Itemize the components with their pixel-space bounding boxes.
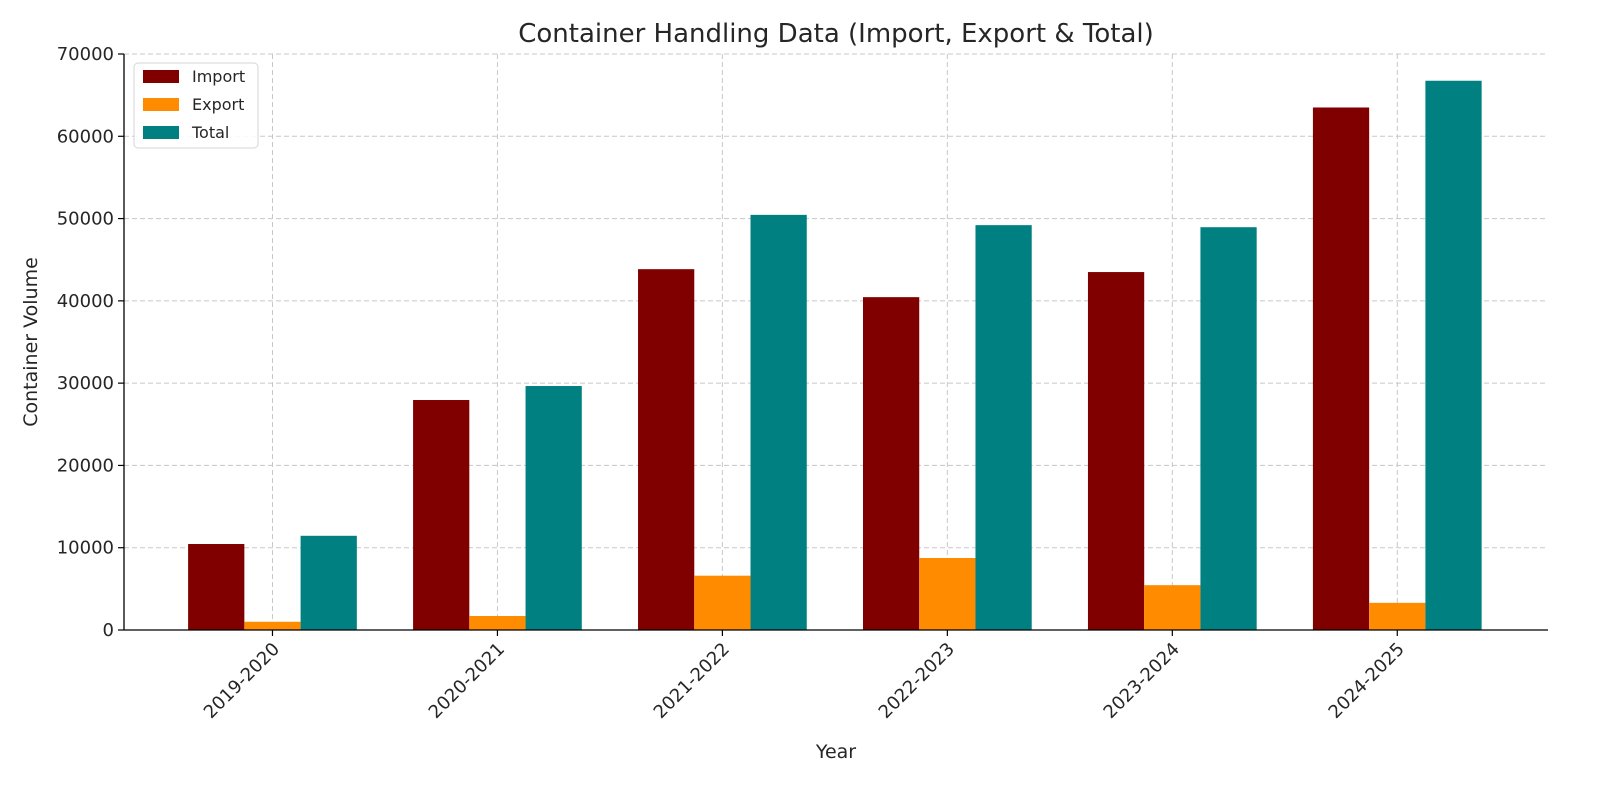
- bars: [188, 80, 1482, 630]
- y-tick-label: 50000: [57, 209, 114, 230]
- y-tick-label: 20000: [57, 455, 114, 476]
- bar-import: [862, 297, 920, 630]
- y-tick-label: 10000: [57, 538, 114, 559]
- y-tick-label: 60000: [57, 126, 114, 147]
- y-tick-label: 0: [103, 620, 114, 641]
- bar-export: [469, 616, 526, 630]
- bar-export: [1369, 602, 1426, 630]
- grid: [124, 53, 1548, 631]
- bar-export: [1144, 585, 1201, 630]
- legend-swatch-total: [143, 126, 179, 139]
- legend-swatch-import: [143, 70, 179, 83]
- bar-export: [694, 575, 751, 630]
- x-axis-label: Year: [815, 741, 856, 763]
- legend-label-total: Total: [191, 123, 229, 142]
- x-tick-label: 2022-2023: [875, 639, 959, 723]
- bar-total: [1200, 227, 1257, 630]
- y-axis-label: Container Volume: [20, 257, 42, 427]
- bar-export: [244, 621, 301, 630]
- bar-total: [525, 386, 582, 630]
- bar-total: [750, 214, 807, 630]
- x-tick-label: 2020-2021: [425, 639, 509, 723]
- legend-label-export: Export: [192, 95, 244, 114]
- y-tick-label: 40000: [57, 291, 114, 312]
- bar-import: [413, 400, 470, 630]
- bar-export: [919, 558, 976, 630]
- chart-title: Container Handling Data (Import, Export …: [518, 19, 1154, 49]
- x-tick-label: 2019-2020: [200, 639, 284, 723]
- y-tick-label: 30000: [57, 373, 114, 394]
- y-tick-label: 70000: [57, 44, 114, 65]
- legend-swatch-export: [143, 98, 179, 111]
- x-tick-label: 2024-2025: [1325, 639, 1409, 723]
- bar-total: [975, 225, 1032, 630]
- x-tick-label: 2021-2022: [650, 639, 734, 723]
- legend-label-import: Import: [192, 67, 245, 86]
- legend: Import Export Total: [133, 62, 259, 149]
- bar-total: [300, 535, 357, 630]
- bar-import: [1312, 107, 1370, 630]
- bar-import: [1087, 272, 1145, 630]
- x-tick-label: 2023-2024: [1100, 639, 1184, 723]
- bar-import: [188, 544, 245, 630]
- bar-total: [1425, 80, 1482, 630]
- bar-import: [638, 269, 695, 630]
